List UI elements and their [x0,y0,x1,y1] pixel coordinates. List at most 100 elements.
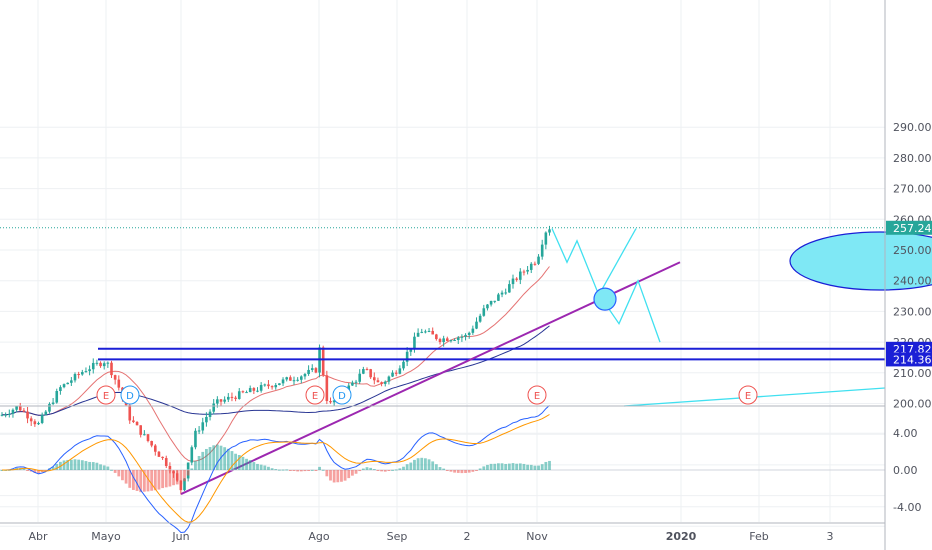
level-tag-1-bg [886,341,932,356]
macd-histogram-bar [128,470,132,488]
macd-histogram-bar [223,447,227,470]
macd-histogram-bar [69,459,73,470]
macd-histogram-bar [336,470,340,483]
candle-body [248,388,252,393]
macd-histogram-bar [500,463,504,470]
macd-histogram-bar [135,470,139,491]
macd-histogram-bar [270,468,274,470]
macd-histogram-bar [402,466,405,470]
candle-body [373,377,376,381]
level-tag-2-text: 214.36 [893,353,932,366]
macd-histogram-bar [325,470,329,477]
candle-body [51,402,55,404]
candle-body [515,278,518,280]
macd-histogram-bar [285,469,289,471]
macd-histogram-bar [252,462,256,470]
candle-body [81,372,84,375]
candle-body [234,397,237,399]
macd-line [2,405,550,534]
candle-body [230,396,234,398]
macd-histogram-bar [321,469,325,471]
candle-body [146,434,150,441]
macd-histogram-bar [354,470,358,474]
macd-histogram-bar [398,468,402,470]
candle-body [252,388,256,391]
candle-body [190,447,194,463]
macd-histogram-bar [299,470,303,472]
candle-body [431,330,434,335]
macd-histogram-bar [387,470,391,471]
macd-histogram-bar [460,470,464,474]
macd-histogram-bar [413,459,416,470]
candle-body [358,373,361,382]
event-marker-earnings[interactable]: E [305,385,325,405]
candle-body [289,377,292,381]
candle-body [296,379,299,381]
macd-histogram-bar [318,466,321,470]
macd-histogram-bar [522,463,526,470]
macd-histogram-bar [84,461,88,470]
macd-histogram-bar [281,469,285,471]
macd-histogram-bar [526,464,529,470]
macd-histogram-bar [434,464,438,470]
macd-histogram-bar [124,470,128,484]
projection-ellipse[interactable] [789,231,932,291]
projection-circle[interactable] [593,287,617,311]
macd-histogram-bar [150,470,154,491]
candle-body [511,278,515,285]
last-price-tag: 257.24 [886,220,932,235]
event-marker-earnings[interactable]: E [738,385,758,405]
candle-body [292,380,296,382]
event-marker-circle [120,385,140,405]
macd-histogram-bar [307,470,310,471]
candle-body [15,406,18,410]
event-marker-circle [305,385,325,405]
event-marker-circle [332,385,352,405]
macd-histogram-bar [44,470,48,471]
candle-body [332,400,336,403]
event-marker-circle [96,385,116,405]
candle-body [227,396,230,400]
event-marker-dividend[interactable]: D [332,385,352,405]
event-marker-label: E [103,391,109,402]
candle-body [310,368,314,370]
event-marker-earnings[interactable]: E [527,385,547,405]
projection-path-up[interactable] [599,228,637,294]
projection-path-down[interactable] [551,228,661,343]
event-marker-earnings[interactable]: E [96,385,116,405]
candle-body [73,374,77,381]
macd-histogram-bar [329,470,332,481]
event-marker-dividend[interactable]: D [120,385,140,405]
price-axis-label: 200.00 [893,398,932,411]
time-axis-label: Nov [526,530,548,543]
candle-body [183,478,186,491]
macd-histogram-bar [343,470,347,481]
candle-body [237,391,241,399]
time-axis-label: Mayo [91,530,121,543]
candle-body [267,384,270,387]
macd-histogram-bar [548,460,551,470]
candle-body [325,375,329,402]
candle-body [154,445,157,452]
candle-body [380,382,383,384]
event-marker-label: D [126,391,134,402]
macd-histogram-bar [175,470,179,485]
macd-histogram-bar [493,463,497,470]
candle-body [8,413,11,415]
candle-body [548,229,551,233]
price-axis-label: 270.00 [893,183,932,196]
macd-histogram-bar [296,470,300,472]
candle-body [303,374,307,377]
macd-histogram-bar [33,470,37,473]
macd-histogram-bar [201,451,205,470]
macd-histogram-bar [172,470,175,486]
event-marker-circle [527,385,547,405]
candle-body [26,411,29,419]
macd-histogram-bar [332,470,336,483]
candle-body [427,330,431,332]
macd-histogram-bar [453,470,456,473]
macd-histogram-bar [157,470,161,490]
